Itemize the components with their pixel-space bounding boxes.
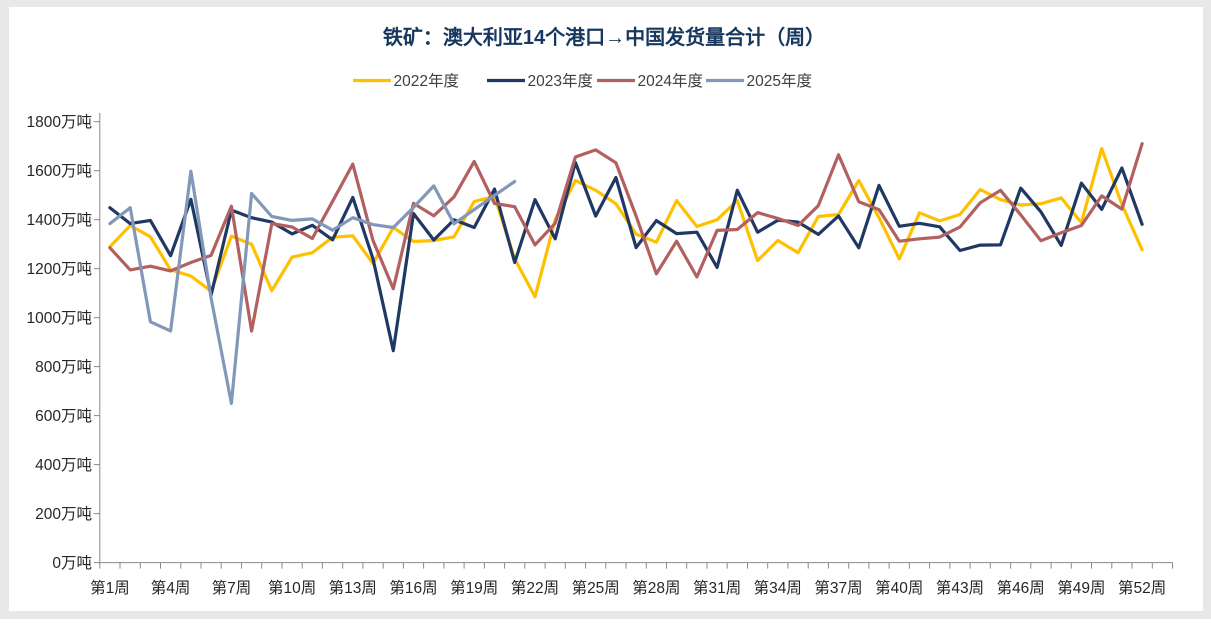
svg-text:1400万吨: 1400万吨	[27, 211, 92, 229]
svg-text:铁矿：澳大利亚14个港口→中国发货量合计（周）: 铁矿：澳大利亚14个港口→中国发货量合计（周）	[383, 25, 825, 49]
svg-text:200万吨: 200万吨	[35, 505, 92, 523]
svg-text:第19周: 第19周	[450, 579, 498, 597]
svg-text:1000万吨: 1000万吨	[27, 309, 92, 327]
svg-text:第49周: 第49周	[1057, 579, 1105, 597]
svg-text:第52周: 第52周	[1118, 579, 1166, 597]
svg-text:0万吨: 0万吨	[52, 554, 92, 572]
svg-text:第10周: 第10周	[268, 579, 316, 597]
svg-text:第25周: 第25周	[572, 579, 620, 597]
svg-text:第31周: 第31周	[693, 579, 741, 597]
svg-text:第28周: 第28周	[632, 579, 680, 597]
svg-text:第46周: 第46周	[997, 579, 1045, 597]
svg-text:第43周: 第43周	[936, 579, 984, 597]
svg-text:第4周: 第4周	[151, 579, 191, 597]
svg-text:第1周: 第1周	[90, 579, 130, 597]
svg-text:1200万吨: 1200万吨	[27, 260, 92, 278]
svg-text:第37周: 第37周	[814, 579, 862, 597]
svg-text:第22周: 第22周	[511, 579, 559, 597]
svg-text:2024年度: 2024年度	[638, 72, 703, 90]
svg-text:1800万吨: 1800万吨	[27, 113, 92, 131]
svg-text:400万吨: 400万吨	[35, 456, 92, 474]
svg-text:第7周: 第7周	[212, 579, 252, 597]
svg-text:600万吨: 600万吨	[35, 407, 92, 425]
svg-text:2023年度: 2023年度	[528, 72, 593, 90]
svg-text:第13周: 第13周	[329, 579, 377, 597]
svg-text:第40周: 第40周	[875, 579, 923, 597]
svg-text:800万吨: 800万吨	[35, 358, 92, 376]
svg-text:第16周: 第16周	[389, 579, 437, 597]
svg-text:第34周: 第34周	[754, 579, 802, 597]
svg-text:2022年度: 2022年度	[394, 72, 459, 90]
svg-text:1600万吨: 1600万吨	[27, 162, 92, 180]
svg-text:2025年度: 2025年度	[747, 72, 812, 90]
